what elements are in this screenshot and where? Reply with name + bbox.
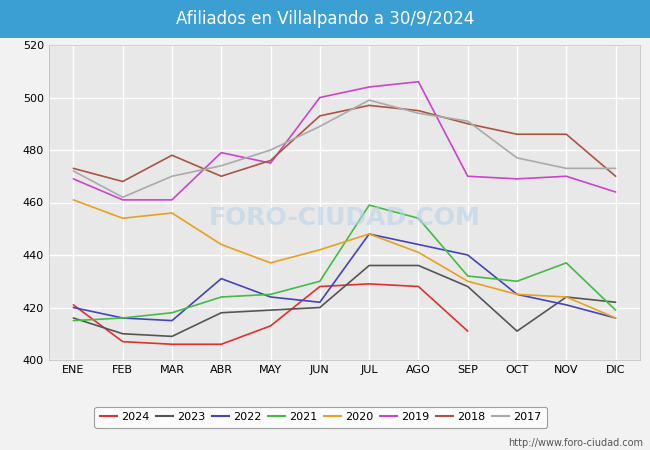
Legend: 2024, 2023, 2022, 2021, 2020, 2019, 2018, 2017: 2024, 2023, 2022, 2021, 2020, 2019, 2018… — [94, 406, 547, 428]
Text: http://www.foro-ciudad.com: http://www.foro-ciudad.com — [508, 438, 644, 448]
Text: FORO-CIUDAD.COM: FORO-CIUDAD.COM — [209, 206, 480, 230]
Text: Afiliados en Villalpando a 30/9/2024: Afiliados en Villalpando a 30/9/2024 — [176, 10, 474, 28]
